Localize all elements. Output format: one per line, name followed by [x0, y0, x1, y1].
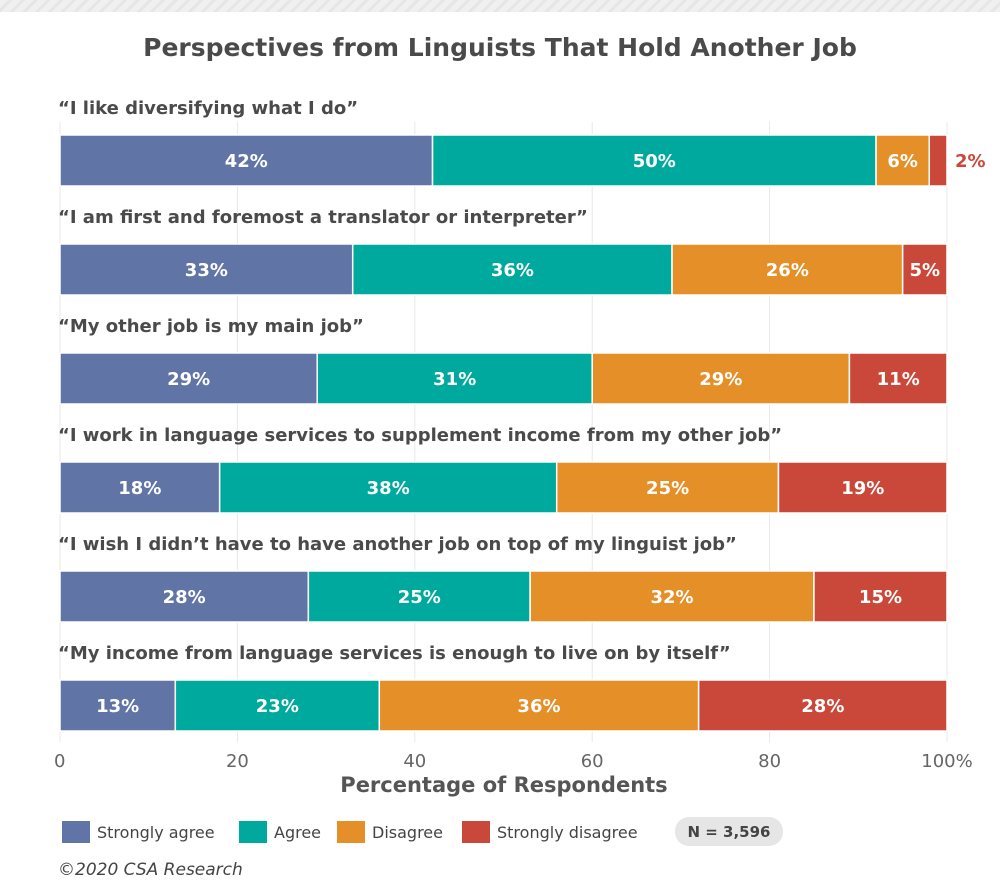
category-label: “I am first and foremost a translator or…	[58, 207, 588, 228]
bar-segment	[928, 134, 948, 187]
bar-segment	[777, 461, 948, 514]
bar-segment	[174, 679, 381, 732]
data-label: 38%	[367, 478, 410, 499]
legend-swatch	[62, 821, 90, 843]
x-tick-label: 80	[758, 751, 781, 772]
data-label: 33%	[185, 260, 228, 281]
sample-size-badge	[675, 817, 783, 846]
legend-label: Disagree	[372, 823, 443, 842]
x-tick-label: 100%	[921, 751, 972, 772]
bar-segment	[307, 570, 531, 623]
bar-segment	[529, 570, 815, 623]
x-axis-label: Percentage of Respondents	[340, 773, 667, 797]
data-label: 42%	[225, 151, 268, 172]
bar-segment	[848, 352, 948, 405]
data-label: 5%	[910, 260, 941, 281]
x-tick-label: 20	[226, 751, 249, 772]
data-label: 36%	[517, 696, 560, 717]
data-label: 36%	[491, 260, 534, 281]
legend-swatch	[462, 821, 490, 843]
legend-label: Strongly disagree	[497, 823, 638, 842]
legend-label: Agree	[274, 823, 321, 842]
data-label: 28%	[163, 587, 206, 608]
data-label: 29%	[167, 369, 210, 390]
data-label: 26%	[766, 260, 809, 281]
data-label: 32%	[650, 587, 693, 608]
category-label: “My other job is my main job”	[58, 316, 364, 337]
x-tick-label: 60	[581, 751, 604, 772]
data-label: 50%	[633, 151, 676, 172]
data-label: 29%	[699, 369, 742, 390]
legend-swatch	[239, 821, 267, 843]
legend-label: Strongly agree	[97, 823, 215, 842]
bar-segment	[813, 570, 948, 623]
category-label: “I work in language services to suppleme…	[58, 425, 782, 446]
category-label: “I wish I didn’t have to have another jo…	[58, 534, 737, 555]
bar-segment	[59, 570, 310, 623]
data-label: 13%	[96, 696, 139, 717]
x-tick-label: 0	[54, 751, 65, 772]
bar-segment	[671, 243, 904, 296]
x-tick-label: 40	[403, 751, 426, 772]
bar-segment	[59, 352, 318, 405]
bar-segment	[431, 134, 877, 187]
bar-segment	[218, 461, 558, 514]
bar-segment	[378, 679, 700, 732]
bar-segment	[591, 352, 851, 405]
chart-title: Perspectives from Linguists That Hold An…	[143, 33, 857, 62]
data-label: 19%	[841, 478, 884, 499]
data-label: 6%	[887, 151, 918, 172]
bar-segment	[875, 134, 931, 187]
data-label: 28%	[801, 696, 844, 717]
data-label: 31%	[433, 369, 476, 390]
data-label: 25%	[398, 587, 441, 608]
category-label: “I like diversifying what I do”	[58, 98, 358, 119]
bar-segment	[59, 461, 221, 514]
top-hatch-strip	[0, 0, 1000, 12]
data-label: 25%	[646, 478, 689, 499]
data-label: 2%	[955, 151, 986, 172]
legend-swatch	[337, 821, 365, 843]
data-label: 18%	[118, 478, 161, 499]
data-label: 23%	[256, 696, 299, 717]
data-label: 15%	[859, 587, 902, 608]
copyright-credit: ©2020 CSA Research	[58, 860, 243, 880]
bar-segment	[555, 461, 780, 514]
bar-segment	[351, 243, 673, 296]
category-label: “My income from language services is eno…	[58, 643, 731, 664]
sample-size-text: N = 3,596	[687, 823, 770, 841]
bar-segment	[901, 243, 948, 296]
bar-segment	[697, 679, 948, 732]
bar-segment	[59, 243, 354, 296]
data-label: 11%	[877, 369, 920, 390]
